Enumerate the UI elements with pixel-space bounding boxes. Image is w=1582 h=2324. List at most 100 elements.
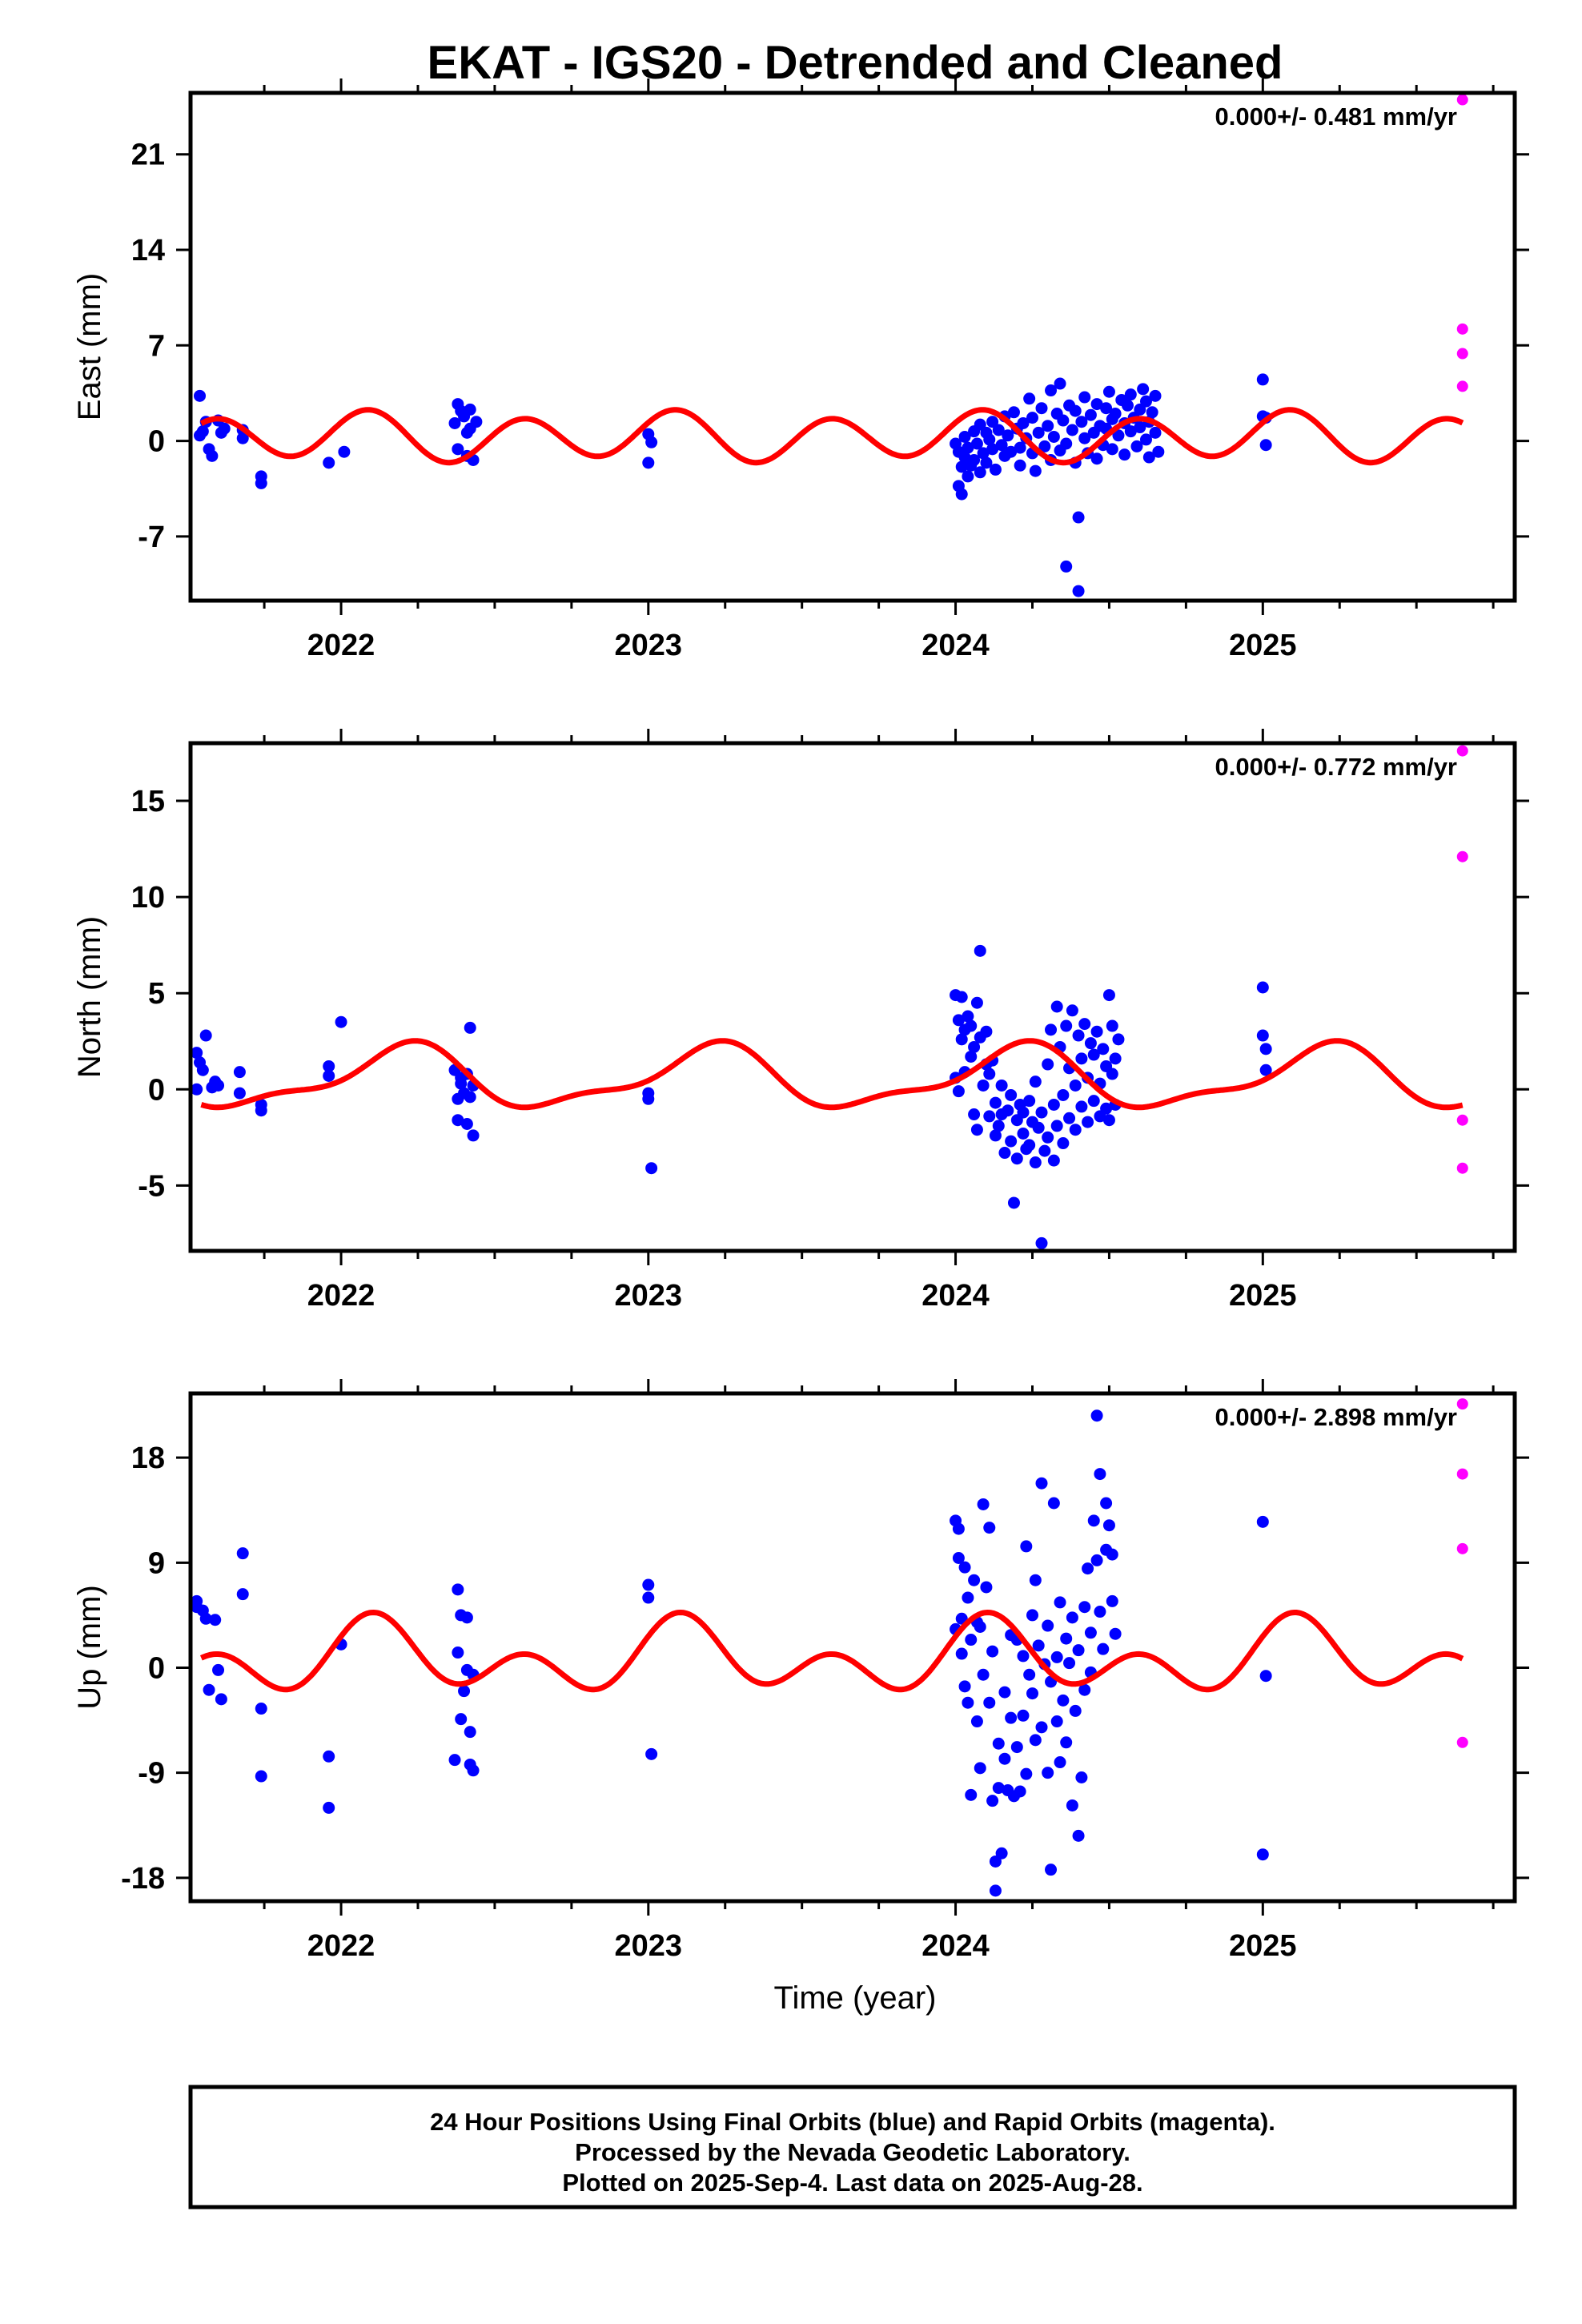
east-panel: 2022 2023 2024 2025 -7 0 7 14 21 East (mm) 0.000+/…	[72, 78, 1529, 662]
east-final-orbit-point	[196, 425, 209, 438]
north-final-orbit-point	[323, 1059, 335, 1072]
east-final-orbit-point	[194, 389, 207, 402]
north-x-tick-label: 2023	[615, 1279, 683, 1313]
east-final-orbit-point	[1149, 389, 1162, 402]
north-final-orbit-point	[968, 1040, 981, 1053]
east-final-orbit-point	[958, 430, 971, 443]
up-final-orbit-point	[1256, 1515, 1269, 1528]
up-final-orbit-point	[1042, 1767, 1054, 1779]
north-final-orbit-point	[1259, 1043, 1272, 1055]
north-final-orbit-point	[1102, 1114, 1115, 1127]
up-final-orbit-point	[1020, 1767, 1033, 1780]
footer-line-1: 24 Hour Positions Using Final Orbits (bl…	[430, 2108, 1275, 2136]
north-final-orbit-point	[1029, 1076, 1042, 1088]
up-final-orbit-point	[952, 1522, 965, 1535]
up-y-tick-label: -9	[138, 1757, 165, 1791]
up-final-orbit-point	[1066, 1799, 1078, 1811]
east-seasonal-model-line	[199, 407, 1464, 466]
east-final-orbit-point	[1042, 420, 1054, 432]
up-final-orbit-point	[1106, 1594, 1118, 1607]
north-final-orbit-point	[1112, 1033, 1125, 1046]
north-final-orbit-point	[1023, 1139, 1036, 1152]
east-rapid-orbit-point	[1456, 380, 1468, 392]
up-final-orbit-point	[980, 1581, 993, 1594]
north-final-orbit-point	[1106, 1019, 1118, 1032]
north-final-orbit-point	[980, 1025, 993, 1038]
east-y-tick-label: 14	[131, 234, 165, 267]
up-final-orbit-point	[215, 1693, 227, 1706]
up-final-orbit-point	[1023, 1668, 1036, 1681]
up-final-orbit-point	[1066, 1611, 1078, 1624]
north-final-orbit-point	[1023, 1095, 1036, 1108]
east-final-orbit-point	[1134, 403, 1146, 416]
north-rapid-orbit-point	[1456, 850, 1468, 862]
north-final-orbit-point	[1029, 1156, 1042, 1169]
east-final-orbit-point	[1038, 440, 1051, 452]
east-final-orbit-point	[448, 416, 461, 429]
up-y-tick-label: -18	[121, 1862, 165, 1896]
north-final-orbit-point	[998, 1147, 1011, 1160]
east-final-orbit-point	[645, 436, 658, 448]
up-final-orbit-point	[645, 1747, 658, 1760]
east-final-orbit-point	[1112, 429, 1125, 442]
north-final-orbit-point	[1256, 981, 1269, 994]
east-final-orbit-point	[1134, 421, 1146, 434]
up-final-orbit-point	[989, 1855, 1002, 1868]
north-final-orbit-point	[970, 1124, 983, 1136]
north-final-orbit-point	[1038, 1144, 1051, 1157]
up-final-orbit-point	[323, 1801, 335, 1814]
up-final-orbit-point	[1082, 1562, 1094, 1575]
north-final-orbit-point	[1259, 1063, 1272, 1076]
east-final-orbit-point	[1014, 459, 1026, 472]
up-final-orbit-point	[199, 1612, 212, 1625]
east-rate-label: 0.000+/- 0.481 mm/yr	[1215, 103, 1457, 131]
up-final-orbit-point	[1020, 1540, 1033, 1553]
east-final-orbit-point	[1118, 448, 1131, 461]
north-final-orbit-point	[955, 991, 968, 1003]
east-rapid-orbit-point	[1456, 323, 1468, 335]
up-final-orbit-point	[1029, 1734, 1042, 1747]
east-final-orbit-point	[1152, 445, 1165, 458]
up-final-orbit-point	[968, 1574, 981, 1586]
up-final-orbit-point	[452, 1647, 464, 1659]
east-final-orbit-point	[1045, 384, 1058, 397]
north-final-orbit-point	[1072, 1029, 1085, 1042]
north-final-orbit-point	[1042, 1131, 1054, 1144]
up-final-orbit-point	[995, 1847, 1008, 1860]
east-y-axis-title: East (mm)	[72, 273, 107, 420]
east-final-orbit-point	[1035, 402, 1048, 415]
up-rapid-orbit-point	[1456, 1736, 1468, 1748]
east-final-orbit-point	[1139, 433, 1152, 446]
north-rapid-orbit-point	[1456, 1162, 1468, 1174]
east-final-orbit-point	[1259, 439, 1272, 452]
north-final-orbit-point	[977, 1079, 990, 1092]
figure-title: EKAT - IGS20 - Detrended and Cleaned	[428, 37, 1283, 89]
up-rapid-orbit-point	[1456, 1398, 1468, 1410]
up-y-tick-label: 18	[131, 1441, 165, 1475]
east-final-orbit-point	[995, 439, 1008, 452]
east-final-orbit-point	[1139, 395, 1152, 408]
east-final-orbit-point	[452, 443, 464, 456]
up-final-orbit-point	[642, 1591, 655, 1604]
east-final-orbit-point	[1121, 399, 1134, 412]
north-final-orbit-point	[191, 1083, 203, 1096]
north-final-orbit-point	[995, 1079, 1008, 1092]
up-final-orbit-point	[1075, 1771, 1088, 1784]
up-final-orbit-point	[1005, 1711, 1018, 1724]
east-final-orbit-point	[974, 418, 986, 431]
up-y-axis-title: Up (mm)	[72, 1585, 107, 1710]
up-final-orbit-point	[448, 1754, 461, 1767]
x-axis-title: Time (year)	[774, 1980, 937, 2016]
east-final-orbit-point	[1078, 391, 1091, 404]
up-final-orbit-point	[1094, 1468, 1106, 1481]
up-final-orbit-point	[1072, 1644, 1085, 1657]
east-final-orbit-point	[989, 463, 1002, 476]
up-final-orbit-point	[962, 1591, 974, 1604]
north-final-orbit-point	[1090, 1025, 1103, 1038]
up-final-orbit-point	[1100, 1497, 1113, 1510]
up-final-orbit-point	[1090, 1409, 1103, 1422]
up-final-orbit-point	[1054, 1756, 1066, 1769]
north-final-orbit-point	[645, 1162, 658, 1175]
